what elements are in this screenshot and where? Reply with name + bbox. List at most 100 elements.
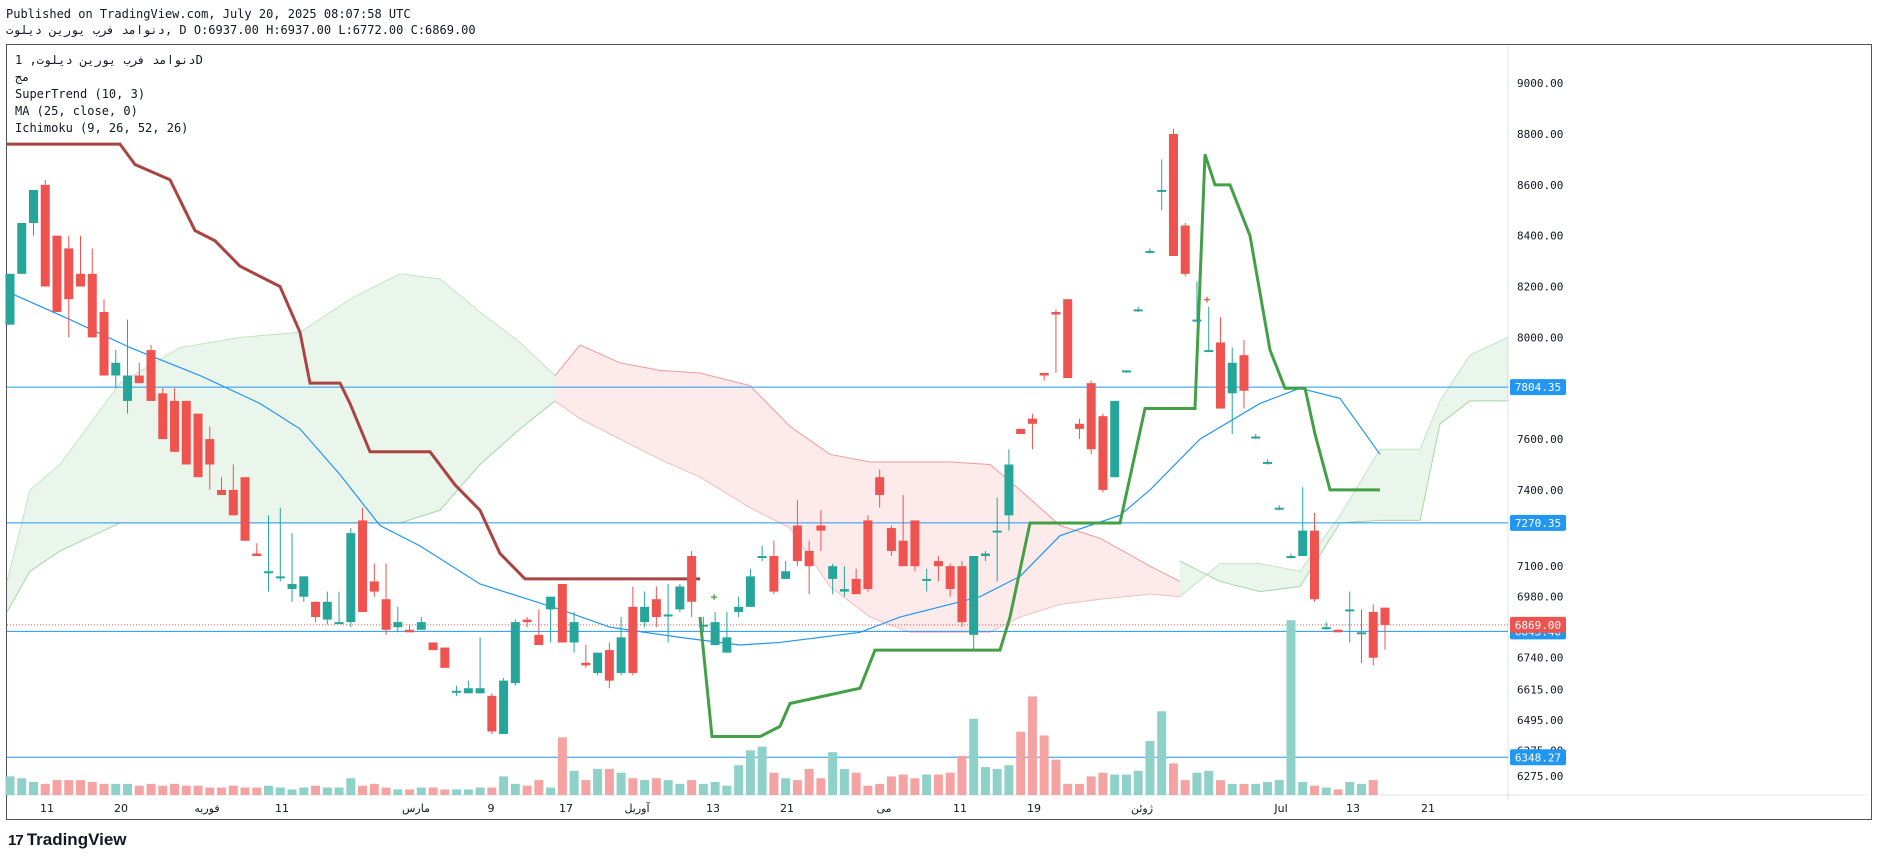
- candle-down: [134, 375, 144, 384]
- candle-up: [452, 690, 462, 693]
- x-tick-label: 11: [275, 802, 289, 815]
- x-tick-label: 21: [780, 802, 794, 815]
- volume-bar: [1345, 781, 1355, 795]
- volume-bar: [1180, 780, 1190, 795]
- y-tick-label: 6615.00: [1517, 683, 1563, 696]
- ichimoku-cloud-green-area: [7, 273, 555, 612]
- legend-sub: مج: [15, 70, 30, 84]
- volume-bar: [358, 785, 368, 795]
- legend-symbol[interactable]: دنوامد فرب یورین دیلوت, 1D: [15, 53, 203, 67]
- candle-down: [1309, 530, 1319, 600]
- candle-up: [17, 222, 27, 274]
- ichimoku-cloud-green-2-span-a: [1179, 400, 1508, 593]
- candle-down: [604, 650, 614, 681]
- candle-up: [1262, 461, 1272, 464]
- volume-bar: [346, 778, 356, 795]
- volume-bar: [1298, 781, 1308, 795]
- candle-up: [710, 622, 720, 645]
- candle-down: [146, 350, 156, 401]
- candle-down: [945, 566, 955, 590]
- y-tick-label: 8800.00: [1517, 128, 1563, 141]
- candle-up: [569, 622, 579, 643]
- candle-up: [287, 583, 297, 590]
- candle-down: [440, 647, 450, 668]
- y-tick-label: 6275.00: [1517, 770, 1563, 783]
- legend-indicator-ichimoku[interactable]: Ichimoku (9, 26, 52, 26): [15, 121, 189, 135]
- volume-bar: [252, 787, 262, 795]
- volume-bar: [969, 718, 979, 795]
- volume-bar: [1121, 774, 1131, 795]
- candle-down: [957, 566, 967, 623]
- candle-down: [898, 540, 908, 567]
- candle-up: [1157, 189, 1167, 192]
- volume-bar: [1039, 735, 1049, 795]
- legend-indicator-ma[interactable]: MA (25, close, 0): [15, 104, 138, 118]
- y-tick-label: 8200.00: [1517, 281, 1563, 294]
- candle-up: [745, 576, 755, 607]
- volume-bar: [781, 778, 791, 795]
- volume-bar: [1321, 787, 1331, 795]
- volume-bar: [1368, 780, 1378, 795]
- volume-bar: [851, 772, 861, 795]
- candle-up: [499, 680, 509, 734]
- candle-up: [111, 362, 121, 376]
- candle-up: [264, 571, 274, 574]
- price-level-label: 6348.27: [1515, 751, 1561, 764]
- candle-down: [1086, 383, 1096, 450]
- candle-down: [875, 477, 885, 495]
- volume-bar: [5, 776, 15, 795]
- volume-bar: [933, 774, 943, 795]
- candle-up: [828, 566, 838, 579]
- volume-bar: [1004, 765, 1014, 795]
- candle-down: [40, 184, 50, 287]
- volume-bar: [710, 781, 720, 795]
- candle-down: [99, 311, 109, 376]
- candle-down: [557, 583, 567, 643]
- volume-bar: [1051, 759, 1061, 795]
- volume-bar: [651, 778, 661, 795]
- volume-bar: [405, 789, 415, 795]
- volume-bar: [181, 785, 191, 795]
- volume-bar: [76, 780, 86, 795]
- y-tick-label: 8400.00: [1517, 230, 1563, 243]
- candle-up: [781, 571, 791, 579]
- candle-down: [910, 520, 920, 567]
- tradingview-brand[interactable]: 17 TradingView: [8, 830, 127, 850]
- volume-bar: [1286, 620, 1296, 795]
- volume-bar: [1192, 772, 1202, 795]
- volume-bar: [663, 780, 673, 795]
- x-tick-label: 19: [1027, 802, 1041, 815]
- candle-down: [851, 578, 861, 595]
- legend-indicator-supertrend[interactable]: SuperTrend (10, 3): [15, 87, 146, 101]
- chart-frame[interactable]: [6, 44, 1872, 820]
- candle-up: [698, 624, 708, 627]
- volume-bar: [158, 785, 168, 795]
- ichimoku-cloud-red-area: [555, 345, 1180, 633]
- candle-up: [546, 596, 556, 610]
- volume-bar: [1251, 783, 1261, 795]
- volume-bar: [99, 783, 109, 795]
- volume-bar: [1168, 763, 1178, 795]
- volume-bar: [146, 783, 156, 795]
- candle-down: [205, 439, 215, 465]
- volume-bar: [1098, 772, 1108, 795]
- volume-bar: [275, 787, 285, 795]
- candle-down: [358, 520, 368, 612]
- volume-bar: [228, 785, 238, 795]
- volume-bar: [29, 781, 39, 795]
- candle-down: [769, 556, 779, 592]
- volume-bar: [64, 780, 74, 795]
- volume-bar: [804, 768, 814, 795]
- x-tick-label: آوریل: [624, 801, 650, 815]
- y-tick-label: 6740.00: [1517, 652, 1563, 665]
- last-price-label: 6869.00: [1515, 619, 1561, 632]
- candle-up: [722, 637, 732, 653]
- header: Published on TradingView.com, July 20, 2…: [6, 6, 476, 38]
- supertrend-down-line: [7, 142, 700, 581]
- price-level-label: 7270.35: [1515, 517, 1561, 530]
- candle-down: [240, 477, 250, 541]
- y-tick-label: 6980.00: [1517, 591, 1563, 604]
- y-tick-label: 7400.00: [1517, 484, 1563, 497]
- candle-down: [76, 273, 86, 287]
